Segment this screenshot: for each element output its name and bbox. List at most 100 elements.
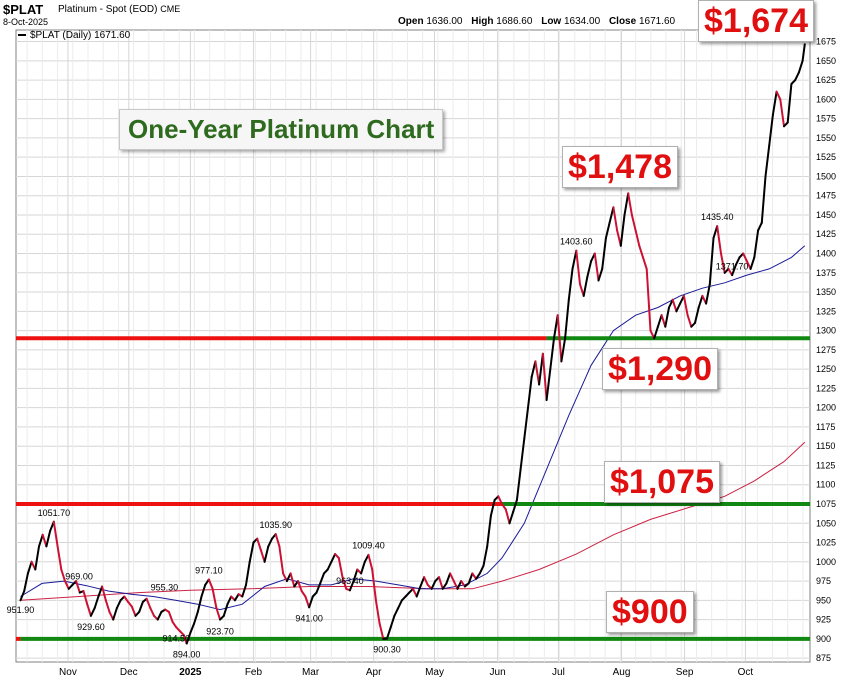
price-segment <box>104 599 111 613</box>
price-segment <box>497 495 503 505</box>
price-segment <box>319 572 325 585</box>
price-segment <box>337 557 344 579</box>
x-tick-label: Jun <box>490 667 506 678</box>
price-annotation: 941.00 <box>295 613 323 623</box>
x-tick-label: Mar <box>302 667 320 678</box>
price-segment <box>575 249 581 286</box>
price-segment <box>694 306 700 324</box>
price-segment <box>233 593 240 602</box>
callout-1478: $1,478 <box>562 146 678 188</box>
ma-long-line <box>20 441 806 601</box>
price-segment <box>330 553 337 563</box>
price-segment <box>638 244 644 259</box>
price-annotations: 951.90 1051.70 969.00 929.60 914.50 894.00 955… <box>7 212 749 659</box>
price-segment <box>478 564 485 575</box>
price-segment <box>705 283 711 305</box>
price-segment <box>486 514 492 548</box>
price-annotation: 894.00 <box>173 650 201 660</box>
price-segment <box>786 83 793 124</box>
y-tick-label: 875 <box>816 653 831 663</box>
price-segment <box>189 622 196 634</box>
price-segment <box>504 508 511 525</box>
y-tick-label: 1450 <box>816 210 836 220</box>
price-segment <box>222 603 229 617</box>
price-segment <box>415 585 422 598</box>
price-segment <box>753 229 760 259</box>
price-segment <box>556 314 563 363</box>
price-segment <box>489 499 496 517</box>
price-segment <box>41 533 48 548</box>
price-segment <box>263 545 270 563</box>
price-segment <box>274 533 281 548</box>
exchange: CME <box>160 4 181 14</box>
price-segment <box>289 572 296 588</box>
price-segment <box>52 520 59 548</box>
y-tick-label: 1425 <box>816 229 836 239</box>
price-segment <box>193 610 199 625</box>
x-tick-label: May <box>425 667 444 678</box>
price-segment <box>604 221 611 240</box>
chart-date: 8-Oct-2025 <box>3 17 49 27</box>
y-tick-label: 1475 <box>816 191 836 201</box>
price-segment <box>245 560 251 586</box>
legend-swatch <box>18 34 26 37</box>
price-segment <box>771 90 778 116</box>
price-segment <box>449 572 455 583</box>
price-segment <box>156 610 163 621</box>
price-segment <box>538 352 544 386</box>
price-segment <box>731 264 737 277</box>
price-segment <box>19 590 26 602</box>
price-segment <box>130 605 137 617</box>
subtitle: Platinum - Spot (EOD) CME <box>58 4 180 15</box>
price-segment <box>768 113 774 147</box>
y-tick-label: 1025 <box>816 538 836 548</box>
price-segment <box>749 256 756 270</box>
price-segment <box>675 302 682 313</box>
price-segment <box>586 260 593 278</box>
price-segment <box>64 580 70 590</box>
price-segment <box>138 600 144 613</box>
price-segment <box>123 595 130 603</box>
price-segment <box>716 225 722 255</box>
price-segment <box>653 325 659 340</box>
chart-title: One-Year Platinum Chart <box>119 109 444 150</box>
symbol: $PLAT <box>3 2 44 17</box>
price-segment <box>612 206 619 232</box>
price-segment <box>89 607 96 617</box>
horizontal-levels <box>16 336 810 641</box>
price-segment <box>226 595 233 606</box>
price-segment <box>720 252 726 274</box>
y-tick-label: 900 <box>816 634 831 644</box>
price-segment <box>760 175 767 224</box>
price-annotation: 951.90 <box>7 605 35 615</box>
price-segment <box>207 578 214 590</box>
price-segment <box>367 553 374 571</box>
price-segment <box>560 337 567 363</box>
price-segment <box>393 607 400 617</box>
price-segment <box>527 375 533 409</box>
callout-1075: $1,075 <box>604 461 720 503</box>
y-tick-label: 925 <box>816 615 831 625</box>
y-tick-label: 1300 <box>816 326 836 336</box>
price-segment <box>282 572 288 583</box>
price-annotation: 929.60 <box>77 622 105 632</box>
price-segment <box>627 192 633 216</box>
price-segment <box>171 620 178 629</box>
price-segment <box>801 43 806 62</box>
price-segment <box>697 294 704 309</box>
price-segment <box>371 568 377 602</box>
price-segment <box>326 560 333 571</box>
close-label: Close <box>608 16 637 27</box>
y-tick-label: 1650 <box>816 56 836 66</box>
price-segment <box>215 607 222 621</box>
price-segment <box>645 267 652 332</box>
price-segment <box>196 595 203 613</box>
price-annotation: 1051.70 <box>38 508 71 518</box>
price-segment <box>259 549 266 563</box>
price-segment <box>708 237 715 286</box>
price-segment <box>386 626 392 640</box>
price-segment <box>515 468 522 502</box>
x-tick-label: Nov <box>59 667 77 678</box>
y-tick-label: 1525 <box>816 152 836 162</box>
